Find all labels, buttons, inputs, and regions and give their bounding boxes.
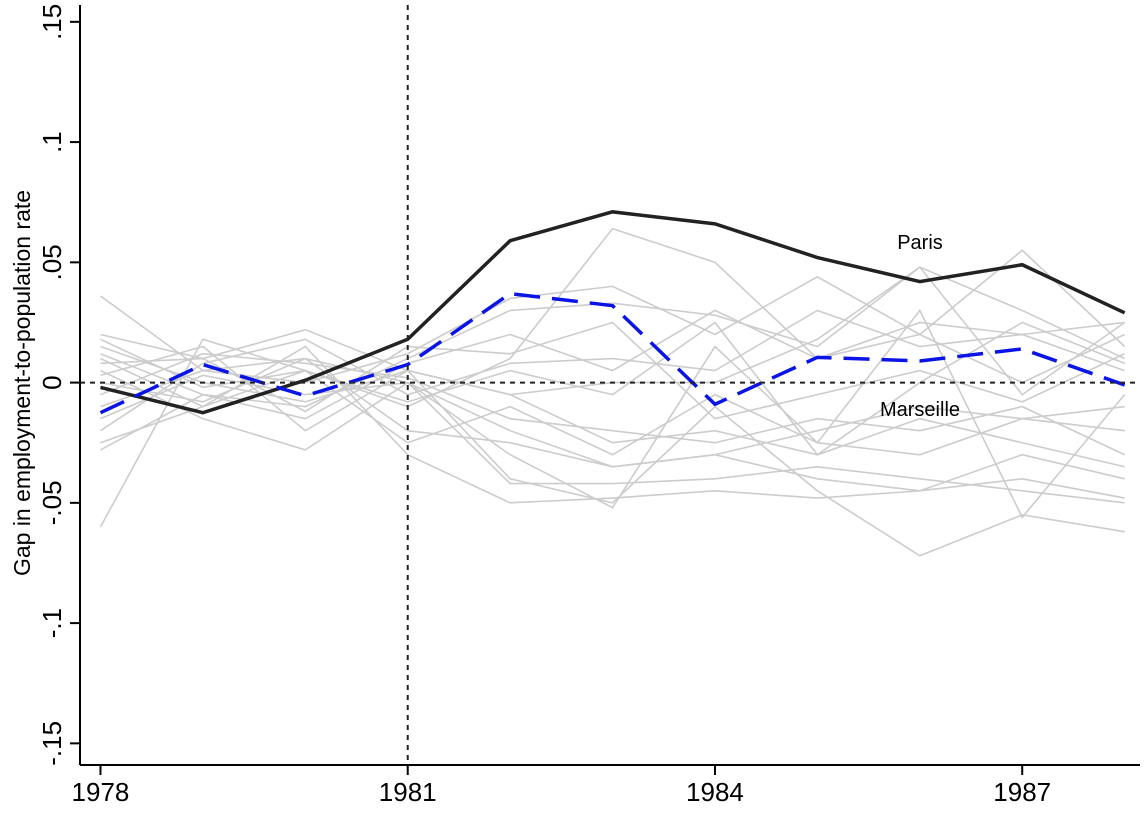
y-tick-label: -.15	[37, 721, 67, 766]
placebo-line	[100, 352, 1125, 456]
series-label: Marseille	[880, 399, 960, 421]
placebo-line	[100, 328, 1125, 468]
series-line	[99, 291, 1126, 415]
y-tick-label: 0	[37, 375, 67, 389]
placebo-line	[100, 309, 1125, 420]
y-tick-label: .15	[37, 4, 67, 40]
placebo-line	[100, 249, 1126, 408]
y-tick-label: .1	[37, 131, 67, 153]
x-tick-label: 1984	[686, 777, 744, 807]
x-tick-label: 1978	[72, 777, 130, 807]
y-tick-label: -.05	[37, 480, 67, 525]
placebo-line	[100, 345, 1125, 557]
placebo-line	[100, 321, 1125, 420]
placebo-line	[100, 374, 1125, 504]
y-axis-title: Gap in employment-to-population rate	[9, 190, 35, 576]
placebo-line	[100, 308, 1126, 519]
y-tick-label: -.1	[37, 608, 67, 638]
placebo-line	[100, 321, 1125, 456]
series-line	[100, 210, 1126, 415]
placebo-line	[100, 345, 1125, 504]
series-label: Paris	[897, 232, 943, 254]
x-tick-label: 1981	[379, 777, 437, 807]
placebo-line	[100, 309, 1125, 432]
y-tick-label: .05	[37, 244, 67, 280]
placebo-line	[100, 357, 1125, 468]
x-tick-label: 1987	[993, 777, 1051, 807]
